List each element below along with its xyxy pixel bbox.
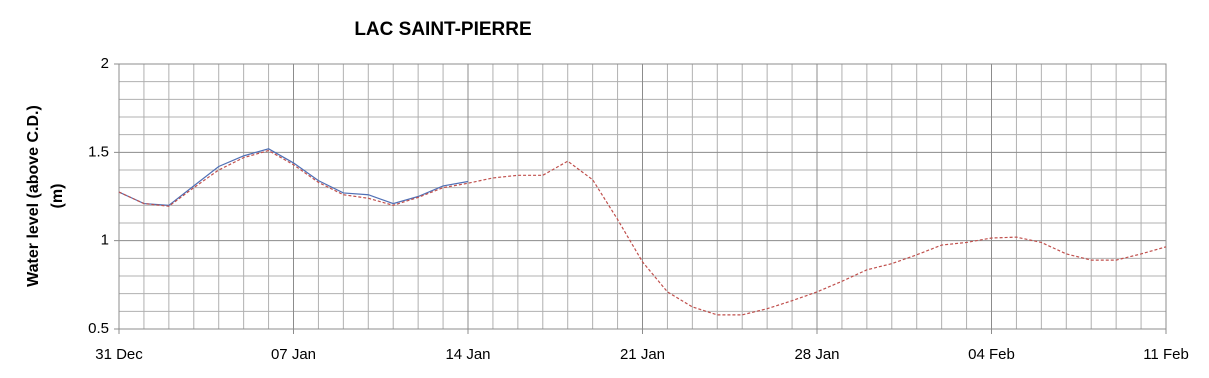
- y-axis-label-line: Water level (above C.D.): [25, 105, 42, 287]
- series-line: [118, 149, 1167, 316]
- y-tick-label: 0.5: [88, 320, 109, 337]
- x-tick-label: 28 Jan: [794, 346, 839, 363]
- plot-border: [118, 63, 1167, 330]
- x-tick-label: 07 Jan: [271, 346, 316, 363]
- series-line: [118, 148, 469, 206]
- y-tick-label: 1: [101, 232, 109, 249]
- x-tick-label: 14 Jan: [445, 346, 490, 363]
- y-tick-label: 1.5: [88, 143, 109, 160]
- y-tick-label: 2: [101, 55, 109, 72]
- x-tick-label: 31 Dec: [95, 346, 143, 363]
- y-axis-label: Water level (above C.D.) (m): [25, 105, 66, 287]
- y-axis-label-line: (m): [49, 184, 66, 209]
- x-tick-label: 11 Feb: [1143, 346, 1189, 363]
- x-tick-label: 21 Jan: [620, 346, 665, 363]
- chart-title: LAC SAINT-PIERRE: [354, 19, 531, 40]
- x-tick-label: 04 Feb: [968, 346, 1015, 363]
